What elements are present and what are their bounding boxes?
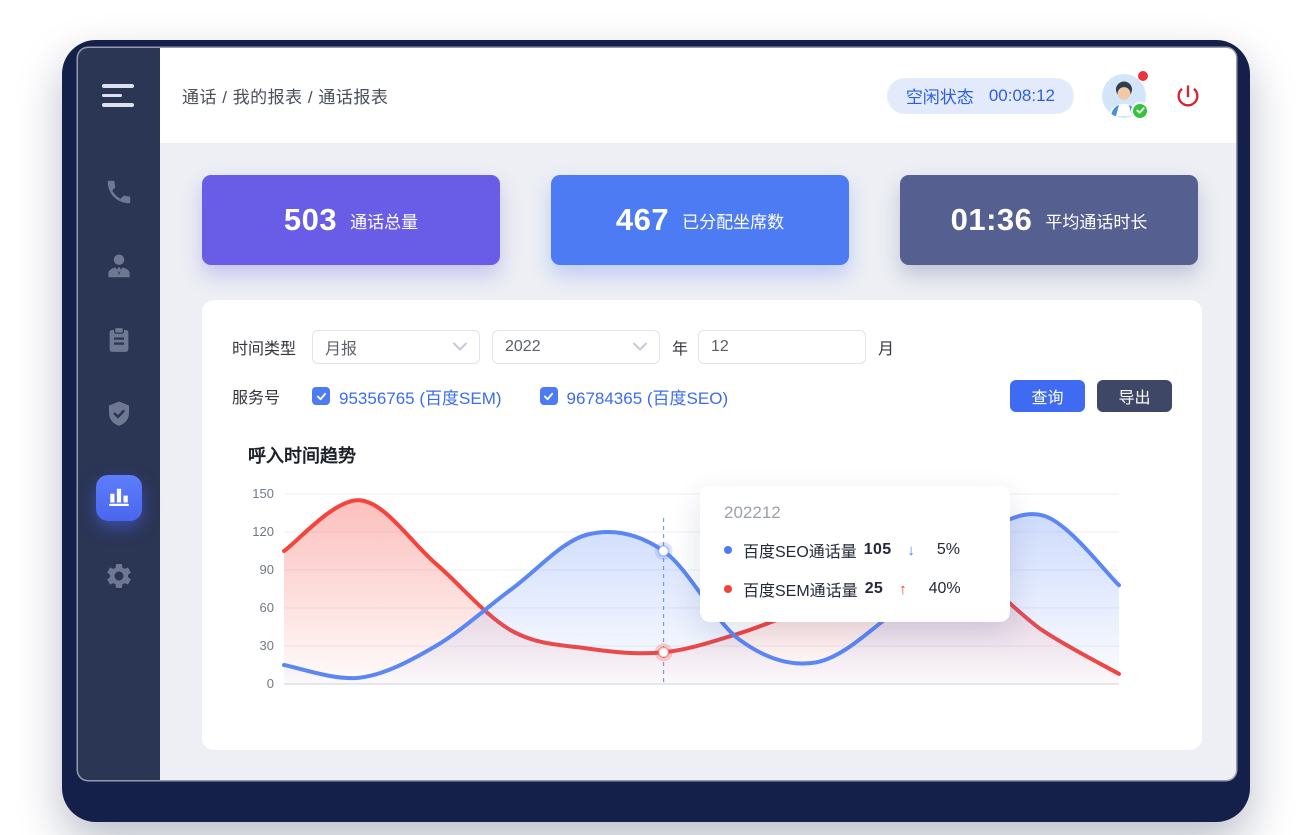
content-area: 503 通话总量 467 已分配坐席数 01:36 平均通话时长 时 — [160, 143, 1236, 750]
notification-dot — [1138, 70, 1148, 81]
series-name: 百度SEO通话量 — [743, 544, 857, 561]
svg-text:150: 150 — [252, 486, 274, 501]
svg-text:30: 30 — [260, 638, 274, 653]
time-type-select[interactable]: 月报 — [312, 330, 480, 364]
svg-text:120: 120 — [252, 524, 274, 539]
gear-icon — [104, 561, 134, 596]
avatar[interactable] — [1102, 70, 1149, 120]
stat-card-total-calls: 503 通话总量 — [202, 175, 500, 265]
trend-up-icon: ↑ — [899, 580, 907, 598]
header-right: 空闲状态 00:08:12 — [886, 70, 1202, 120]
year-value: 2022 — [505, 338, 541, 355]
stat-card-assigned-agents: 467 已分配坐席数 — [551, 175, 849, 265]
shield-check-icon — [104, 399, 134, 434]
stat-card-avg-duration: 01:36 平均通话时长 — [900, 175, 1198, 265]
checkbox-checked-icon — [312, 387, 330, 405]
stat-value: 503 — [283, 202, 338, 237]
sidebar-item-tasks[interactable] — [103, 325, 135, 360]
status-label: 空闲状态 — [905, 88, 974, 107]
app-window-frame: 通话 / 我的报表 / 通话报表 空闲状态 00:08:12 — [62, 40, 1250, 822]
stat-value: 01:36 — [950, 202, 1033, 237]
time-type-label: 时间类型 — [232, 341, 297, 358]
app-shell: 通话 / 我的报表 / 通话报表 空闲状态 00:08:12 — [78, 48, 1236, 780]
seo-series-dot — [724, 546, 732, 554]
sidebar — [78, 48, 160, 780]
svg-text:60: 60 — [260, 600, 274, 615]
top-header: 通话 / 我的报表 / 通话报表 空闲状态 00:08:12 — [160, 48, 1236, 143]
sidebar-item-contacts[interactable] — [103, 253, 135, 285]
chart-tooltip: 202212 百度SEO通话量 105 ↓ 5% 百度SEM通话量 — [700, 486, 1010, 622]
sem-series-dot — [724, 585, 732, 593]
svg-text:90: 90 — [260, 562, 274, 577]
status-timer: 00:08:12 — [988, 85, 1055, 105]
trend-chart[interactable]: 150 120 90 60 30 0 202212 — [244, 484, 1144, 714]
year-unit-label: 年 — [672, 341, 689, 358]
clipboard-icon — [104, 325, 134, 360]
service-number-label: 95356765 (百度SEM) — [339, 388, 502, 408]
series-value: 105 — [863, 541, 892, 558]
stat-value: 467 — [615, 202, 670, 237]
logout-power-button[interactable] — [1174, 82, 1202, 110]
chart-title: 呼入时间趋势 — [248, 446, 356, 466]
trend-percent: 40% — [928, 580, 961, 597]
month-input[interactable] — [698, 330, 867, 364]
sidebar-item-security[interactable] — [103, 401, 135, 433]
service-filter-row: 服务号 95356765 (百度SEM) 96784365 (百度SEO) 查询… — [232, 380, 1172, 412]
sidebar-item-calls[interactable] — [103, 179, 135, 211]
person-icon — [104, 251, 134, 286]
svg-text:0: 0 — [267, 676, 274, 691]
checkbox-checked-icon — [539, 387, 558, 405]
online-check-badge — [1131, 101, 1149, 120]
service-number-label: 96784365 (百度SEO) — [566, 388, 729, 408]
report-panel: 时间类型 月报 2022 年 月 服 — [202, 300, 1202, 750]
time-type-value: 月报 — [325, 341, 358, 358]
breadcrumb[interactable]: 通话 / 我的报表 / 通话报表 — [182, 88, 389, 107]
main-area: 通话 / 我的报表 / 通话报表 空闲状态 00:08:12 — [160, 48, 1236, 780]
agent-status-pill[interactable]: 空闲状态 00:08:12 — [886, 77, 1074, 114]
export-button[interactable]: 导出 — [1097, 380, 1172, 412]
trend-percent: 5% — [936, 541, 961, 558]
time-filter-row: 时间类型 月报 2022 年 月 — [232, 330, 1172, 364]
stats-row: 503 通话总量 467 已分配坐席数 01:36 平均通话时长 — [202, 175, 1202, 265]
sidebar-item-settings[interactable] — [103, 563, 135, 595]
service-checkbox-sem[interactable]: 95356765 (百度SEM) — [312, 384, 502, 409]
menu-toggle-icon[interactable] — [102, 84, 136, 113]
service-label: 服务号 — [232, 390, 281, 407]
sidebar-item-reports[interactable] — [96, 474, 142, 521]
chart-y-axis-ticks: 150 120 90 60 30 0 — [252, 486, 274, 691]
stat-label: 平均通话时长 — [1045, 212, 1148, 232]
stat-label: 已分配坐席数 — [682, 212, 785, 232]
tooltip-period: 202212 — [724, 503, 781, 522]
stat-label: 通话总量 — [350, 212, 419, 232]
service-checkbox-seo[interactable]: 96784365 (百度SEO) — [539, 384, 729, 409]
year-select[interactable]: 2022 — [492, 330, 660, 364]
bar-chart-icon — [104, 480, 134, 515]
series-value: 25 — [864, 580, 884, 597]
trend-down-icon: ↓ — [907, 541, 915, 559]
sidebar-nav — [96, 179, 142, 595]
action-buttons: 查询 导出 — [1010, 380, 1172, 412]
phone-icon — [104, 177, 134, 212]
month-unit-label: 月 — [878, 341, 895, 358]
tooltip-row-seo: 百度SEO通话量 105 ↓ 5% — [724, 538, 986, 562]
chevron-down-icon — [453, 338, 467, 356]
series-name: 百度SEM通话量 — [743, 583, 858, 600]
query-button[interactable]: 查询 — [1010, 380, 1085, 412]
chevron-down-icon — [633, 338, 647, 356]
tooltip-row-sem: 百度SEM通话量 25 ↑ 40% — [724, 577, 986, 601]
